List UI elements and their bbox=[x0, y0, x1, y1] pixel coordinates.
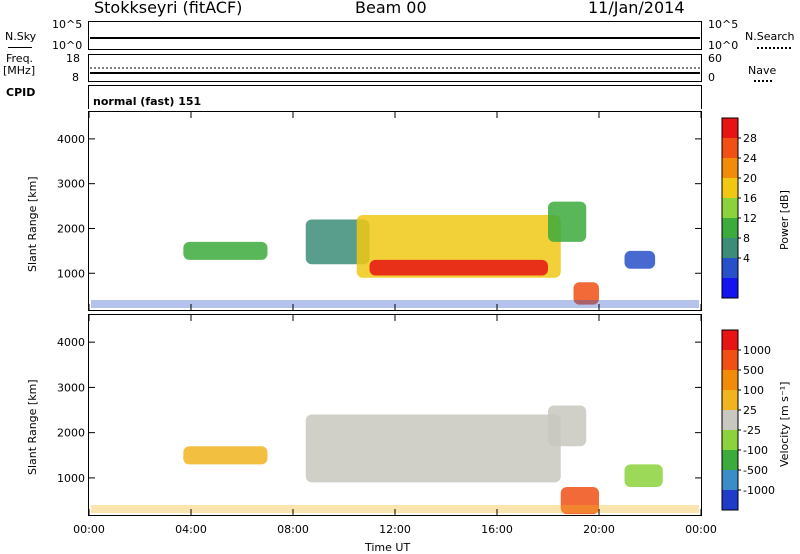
freq-tick-top: 18 bbox=[66, 52, 80, 65]
power-colorbar-label-5: 8 bbox=[743, 232, 750, 245]
cpid-panel-frame bbox=[88, 85, 702, 109]
velocity-colorbar-label-2: 100 bbox=[743, 384, 764, 397]
nave-legend-line bbox=[754, 80, 772, 82]
date-label: 11/Jan/2014 bbox=[588, 0, 685, 17]
velocity-colorbar-label-7: -1000 bbox=[743, 484, 775, 497]
noise-tick-right-bottom: 10^0 bbox=[708, 39, 739, 52]
noise-panel-frame bbox=[88, 21, 702, 50]
xlabel-time-ut: Time UT bbox=[365, 541, 411, 554]
velocity-region-1 bbox=[305, 414, 561, 483]
velocity-colorbar-swatch-1 bbox=[722, 470, 738, 490]
velocity-colorbar-label-4: -25 bbox=[743, 424, 761, 437]
power-region-6 bbox=[624, 250, 656, 269]
velocity-colorbar-label-3: 25 bbox=[743, 404, 757, 417]
nave-tick-bottom: 0 bbox=[708, 71, 715, 84]
power-colorbar-swatch-3 bbox=[722, 218, 738, 238]
velocity-colorbar-label-0: 1000 bbox=[743, 344, 771, 357]
power-colorbar-label-3: 16 bbox=[743, 192, 757, 205]
power-colorbar-swatch-8 bbox=[722, 118, 738, 138]
nsky-legend-line bbox=[8, 47, 32, 48]
noise-tick-right-top: 10^5 bbox=[708, 18, 739, 31]
nave-label: Nave bbox=[748, 64, 777, 77]
nave-tick-top: 60 bbox=[708, 52, 722, 65]
freq-unit: [MHz] bbox=[3, 64, 36, 77]
power-panel-frame bbox=[88, 111, 702, 311]
power-region-3 bbox=[369, 259, 548, 276]
power-colorbar-label-4: 12 bbox=[743, 212, 757, 225]
xtick-label-6: 00:00 bbox=[685, 523, 717, 536]
nsky-label: N.Sky bbox=[5, 30, 37, 43]
xtick-label-0: 00:00 bbox=[73, 523, 105, 536]
beam-label: Beam 00 bbox=[355, 0, 427, 17]
velocity-colorbar-swatch-3 bbox=[722, 430, 738, 450]
freq-tick-bottom: 8 bbox=[72, 71, 79, 84]
velocity-colorbar-label-5: -100 bbox=[743, 444, 768, 457]
velocity-colorbar-swatch-0 bbox=[722, 490, 738, 510]
velocity-panel-frame bbox=[88, 314, 702, 516]
power-region-4 bbox=[548, 201, 587, 242]
power-ytick-label-1: 2000 bbox=[57, 222, 85, 235]
velocity-region-2 bbox=[548, 405, 587, 447]
velocity-colorbar-swatch-2 bbox=[722, 450, 738, 470]
power-colorbar-swatch-4 bbox=[722, 198, 738, 218]
velocity-colorbar-swatch-5 bbox=[722, 390, 738, 410]
power-colorbar-swatch-2 bbox=[722, 238, 738, 258]
velocity-colorbar-swatch-4 bbox=[722, 410, 738, 430]
power-colorbar-swatch-7 bbox=[722, 138, 738, 158]
cpid-label: CPID bbox=[6, 86, 36, 99]
velocity-region-0 bbox=[183, 446, 268, 465]
nsearch-legend-line bbox=[757, 47, 791, 49]
velocity-colorbar-label-1: 500 bbox=[743, 364, 764, 377]
power-ytick-label-0: 1000 bbox=[57, 267, 85, 280]
nsearch-label: N.Search bbox=[745, 30, 795, 43]
velocity-colorbar-frame bbox=[721, 329, 739, 511]
power-colorbar-swatch-0 bbox=[722, 278, 738, 298]
power-region-5 bbox=[573, 282, 599, 305]
power-ytick-label-2: 3000 bbox=[57, 178, 85, 191]
velocity-ytick-label-0: 1000 bbox=[57, 472, 85, 485]
xtick-label-5: 20:00 bbox=[583, 523, 615, 536]
power-colorbar-swatch-6 bbox=[722, 158, 738, 178]
power-region-0 bbox=[183, 241, 268, 260]
power-region-1 bbox=[305, 219, 370, 265]
xtick-label-4: 16:00 bbox=[481, 523, 513, 536]
freq-panel-frame bbox=[88, 54, 702, 82]
velocity-ytick-label-2: 3000 bbox=[57, 381, 85, 394]
velocity-colorbar-swatch-6 bbox=[722, 370, 738, 390]
cpid-value: normal (fast) 151 bbox=[93, 95, 202, 108]
power-colorbar-label-6: 4 bbox=[743, 252, 750, 265]
xtick-label-1: 04:00 bbox=[175, 523, 207, 536]
power-colorbar-label-1: 24 bbox=[743, 152, 757, 165]
power-colorbar-label-0: 28 bbox=[743, 132, 757, 145]
noise-tick-left-bottom: 10^0 bbox=[52, 39, 83, 52]
power-colorbar-swatch-5 bbox=[722, 178, 738, 198]
velocity-colorbar-swatch-8 bbox=[722, 330, 738, 350]
velocity-colorbar-label-6: -500 bbox=[743, 464, 768, 477]
power-colorbar-label-2: 20 bbox=[743, 172, 757, 185]
velocity-region-3 bbox=[560, 486, 599, 515]
xtick-label-3: 12:00 bbox=[379, 523, 411, 536]
power-ytick-label-3: 4000 bbox=[57, 133, 85, 146]
velocity-region-4 bbox=[624, 464, 663, 487]
power-colorbar-frame bbox=[721, 117, 739, 299]
velocity-ytick-label-1: 2000 bbox=[57, 427, 85, 440]
velocity-colorbar-swatch-7 bbox=[722, 350, 738, 370]
freq-label: Freq. bbox=[6, 52, 34, 65]
xtick-label-2: 08:00 bbox=[277, 523, 309, 536]
velocity-ytick-label-3: 4000 bbox=[57, 336, 85, 349]
power-colorbar-swatch-1 bbox=[722, 258, 738, 278]
station-title: Stokkseyri (fitACF) bbox=[94, 0, 243, 17]
noise-tick-left-top: 10^5 bbox=[52, 18, 83, 31]
